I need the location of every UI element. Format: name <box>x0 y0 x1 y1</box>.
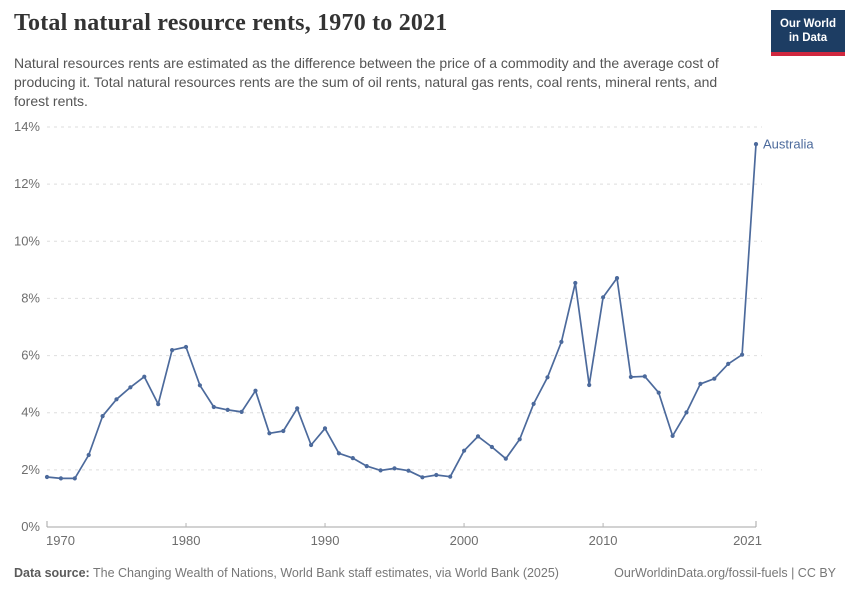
data-point[interactable] <box>211 404 216 410</box>
data-point[interactable] <box>753 142 759 147</box>
owid-logo-line2: in Data <box>788 32 828 45</box>
y-tick-label: 8% <box>21 290 40 305</box>
data-point[interactable] <box>503 456 508 461</box>
data-source-text: The Changing Wealth of Nations, World Ba… <box>89 566 559 580</box>
chart-title: Total natural resource rents, 1970 to 20… <box>14 10 448 36</box>
line-chart-svg[interactable]: 0% 2% 4% 6% 8% 10% 12% 14% 1970 1980 1990 2000 2010 2… <box>0 113 850 573</box>
data-point[interactable] <box>726 361 731 366</box>
data-point[interactable] <box>614 276 620 281</box>
data-point[interactable] <box>406 468 411 473</box>
data-point[interactable] <box>573 280 578 286</box>
data-point[interactable] <box>350 456 355 461</box>
x-tick-label: 2010 <box>589 533 618 548</box>
data-point[interactable] <box>392 466 397 471</box>
data-point[interactable] <box>156 402 161 407</box>
data-point[interactable] <box>475 434 481 439</box>
y-tick-label: 14% <box>14 119 40 134</box>
y-tick-label: 6% <box>21 348 40 363</box>
data-point[interactable] <box>309 442 314 448</box>
data-point[interactable] <box>86 452 91 458</box>
x-tick-label: 2021 <box>733 533 762 548</box>
owid-logo-line1: Our World <box>779 18 836 30</box>
data-point[interactable] <box>420 475 425 480</box>
data-point[interactable] <box>740 352 745 357</box>
data-point[interactable] <box>197 383 202 388</box>
data-point[interactable] <box>183 344 189 350</box>
data-point[interactable] <box>656 390 661 395</box>
y-tick-label: 10% <box>14 233 40 248</box>
owid-license-link[interactable]: OurWorldinData.org/fossil-fuels | CC BY <box>614 566 836 580</box>
data-point[interactable] <box>628 374 634 380</box>
data-point[interactable] <box>72 476 77 481</box>
data-point[interactable] <box>587 382 592 388</box>
data-point[interactable] <box>114 397 119 402</box>
data-point[interactable] <box>545 375 550 380</box>
data-point[interactable] <box>128 385 133 390</box>
data-point[interactable] <box>642 374 647 379</box>
data-point[interactable] <box>378 468 383 473</box>
series-line[interactable] <box>46 144 757 480</box>
data-point[interactable] <box>336 451 341 456</box>
header: Total natural resource rents, 1970 to 20… <box>14 10 845 56</box>
x-tick-label: 1990 <box>311 533 340 548</box>
data-point[interactable] <box>58 476 64 481</box>
data-point[interactable] <box>601 295 606 300</box>
data-point[interactable] <box>225 407 230 412</box>
chart-subtitle: Natural resources rents are estimated as… <box>14 55 719 110</box>
owid-logo[interactable]: Our World in Data <box>770 10 845 56</box>
entity-label[interactable]: Australia <box>763 137 814 152</box>
data-point[interactable] <box>698 381 703 386</box>
data-point[interactable] <box>170 348 175 353</box>
data-point[interactable] <box>267 431 272 436</box>
data-point[interactable] <box>322 426 328 431</box>
data-point[interactable] <box>364 464 369 469</box>
data-source-label: Data source: <box>14 566 90 580</box>
footer: Data source: The Changing Wealth of Nati… <box>14 566 836 580</box>
x-tick-label: 2000 <box>450 533 479 548</box>
data-point[interactable] <box>684 410 689 415</box>
chart-area[interactable]: 0% 2% 4% 6% 8% 10% 12% 14% 1970 1980 1990 2000 2010 2… <box>0 113 850 578</box>
data-point[interactable] <box>281 428 286 434</box>
data-point[interactable] <box>531 401 536 406</box>
data-point[interactable] <box>239 409 244 414</box>
x-tick-label: 1970 <box>46 533 75 548</box>
data-point[interactable] <box>559 339 564 344</box>
data-point[interactable] <box>100 414 105 419</box>
data-point[interactable] <box>434 472 439 478</box>
data-source: Data source: The Changing Wealth of Nati… <box>14 566 559 580</box>
y-tick-label: 2% <box>21 462 40 477</box>
data-point[interactable] <box>44 474 50 480</box>
data-point[interactable] <box>517 437 522 442</box>
data-point[interactable] <box>489 444 494 450</box>
x-tick-label: 1980 <box>172 533 201 548</box>
data-point[interactable] <box>253 388 258 393</box>
y-tick-label: 4% <box>21 405 40 420</box>
data-point[interactable] <box>295 406 300 411</box>
y-tick-label: 12% <box>14 176 40 191</box>
data-point[interactable] <box>448 474 453 479</box>
data-point[interactable] <box>670 433 675 438</box>
data-point[interactable] <box>712 376 717 381</box>
data-point[interactable] <box>142 374 147 379</box>
data-point[interactable] <box>462 448 467 453</box>
y-tick-label: 0% <box>21 519 40 534</box>
